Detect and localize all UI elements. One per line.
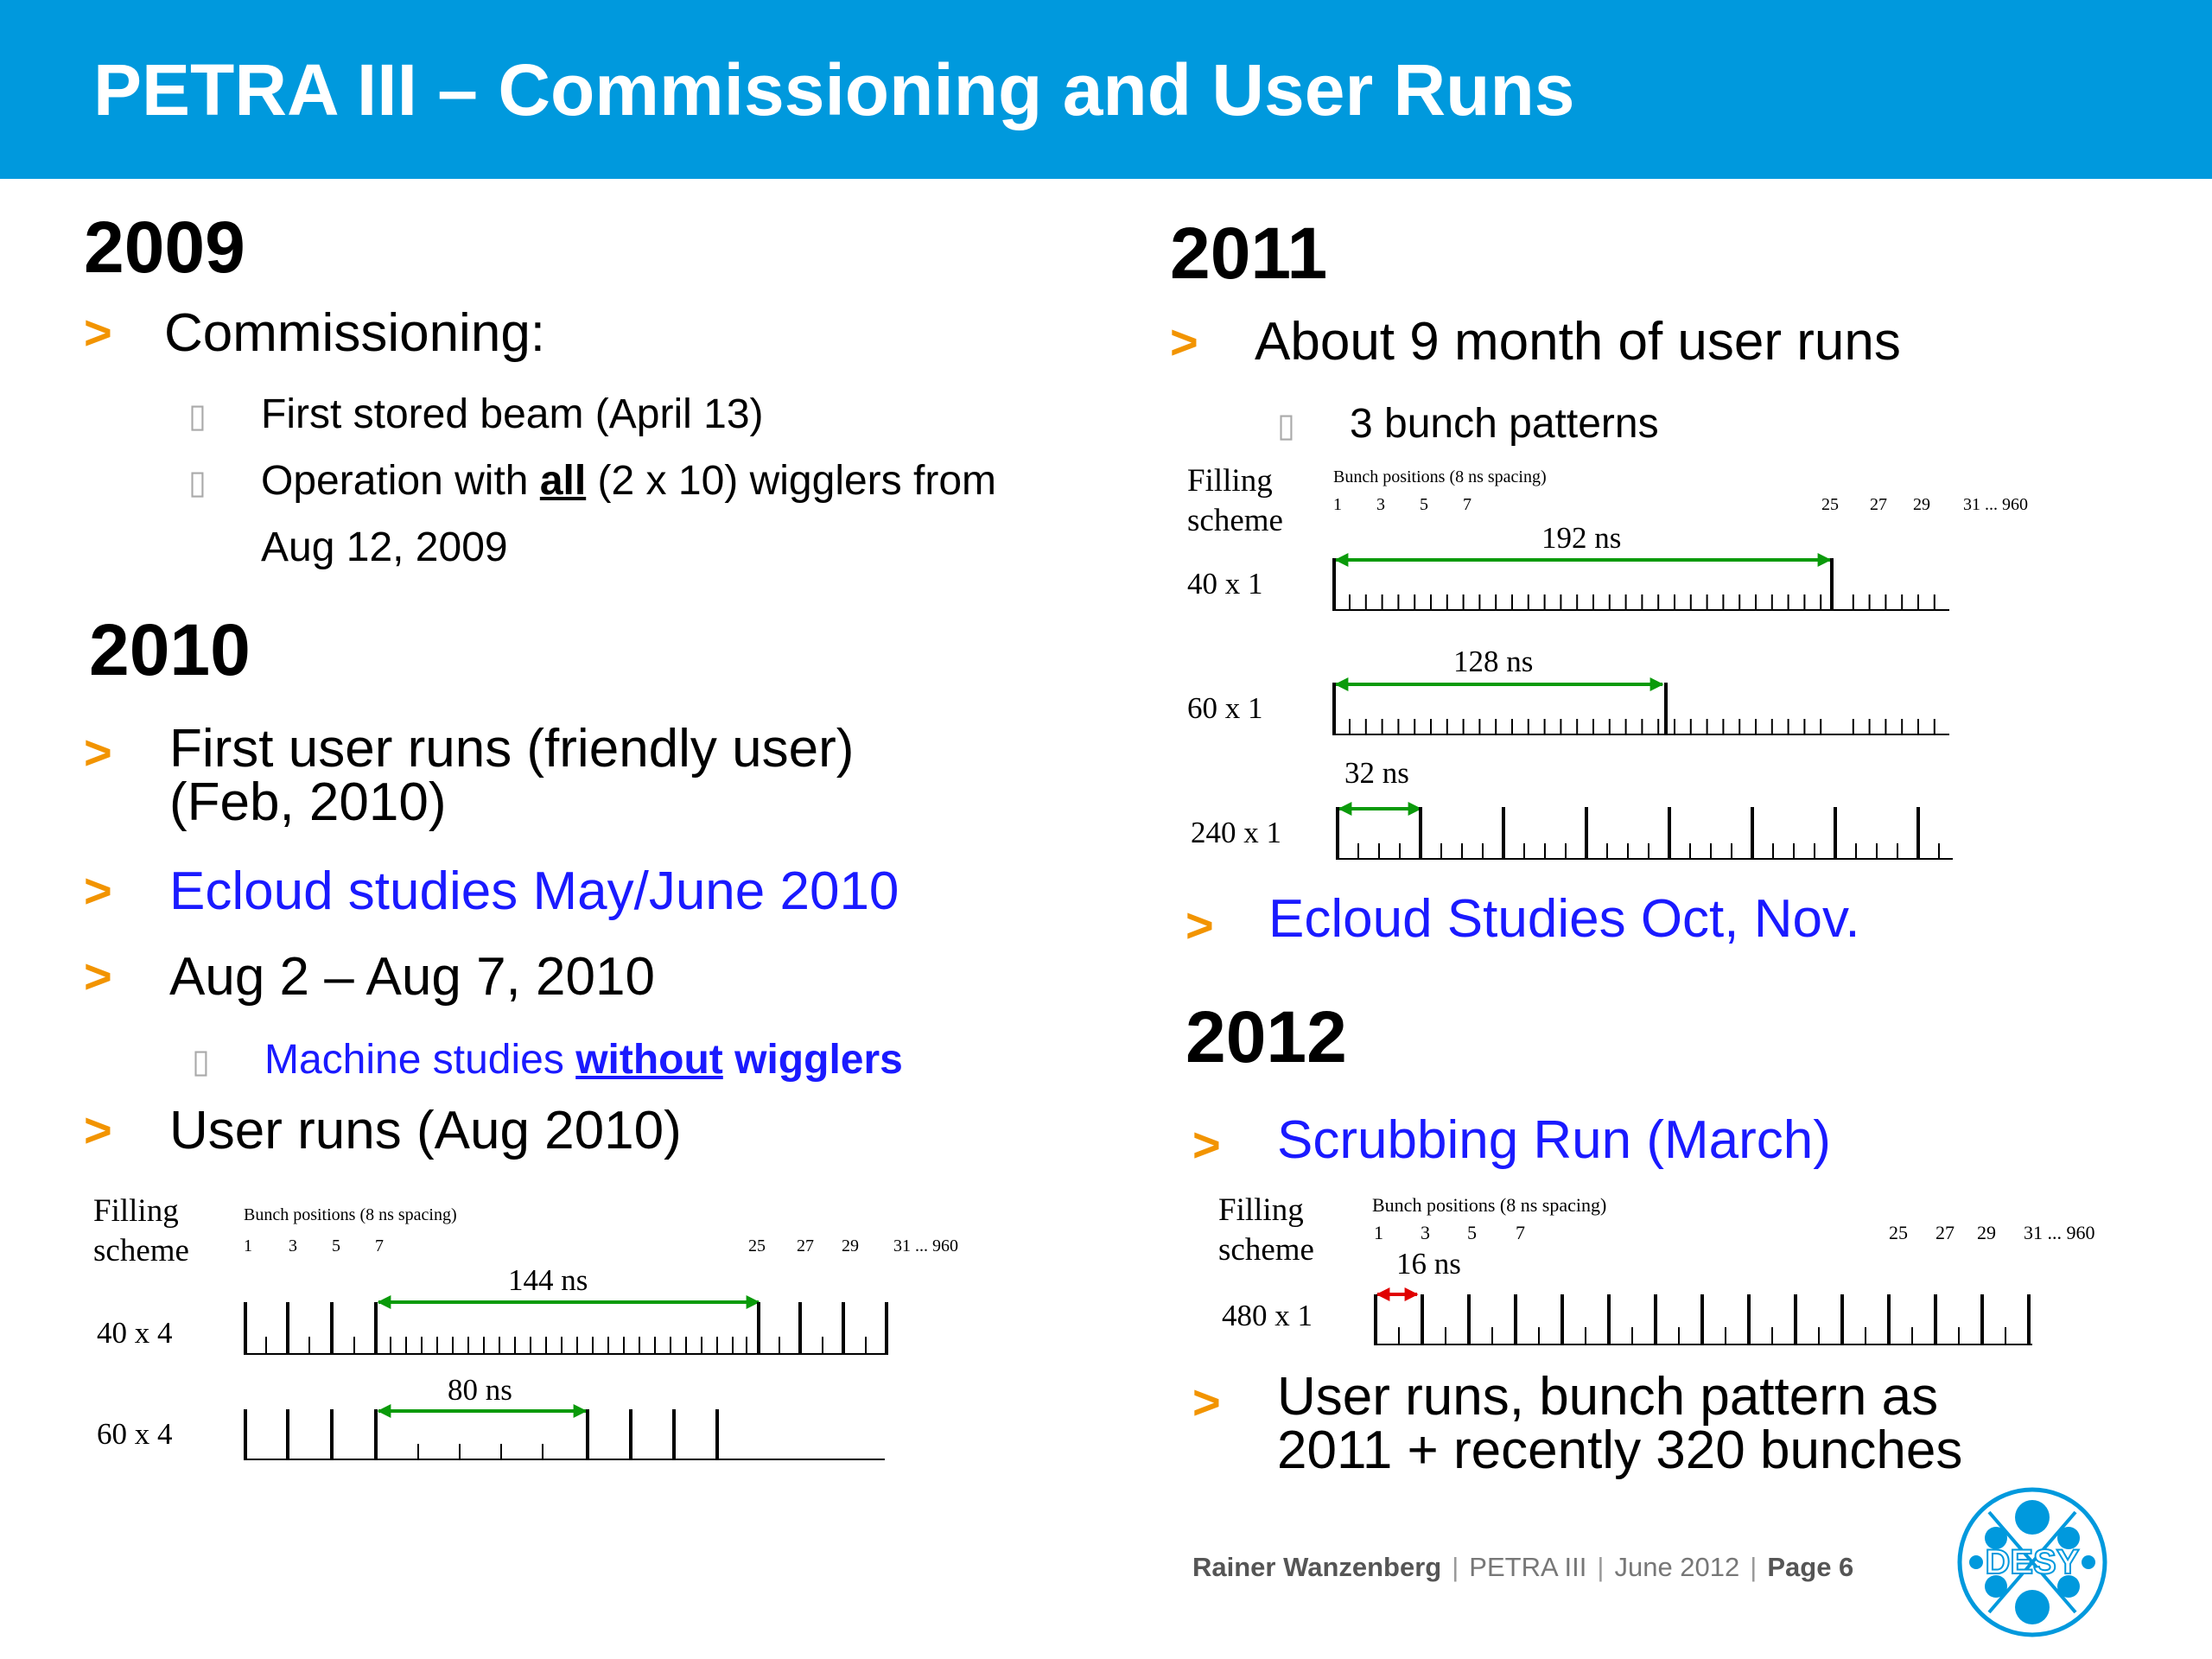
bunch-train-40x1	[1332, 558, 1949, 611]
footer-author: Rainer Wanzenberg	[1192, 1552, 1442, 1582]
first-user-runs-item: First user runs (friendly user) (Feb, 201…	[169, 719, 855, 832]
bullet-marker: >	[84, 1103, 112, 1157]
tick-label: 29	[1977, 1222, 1996, 1243]
user-runs-2012-item: User runs, bunch pattern as 2011 + recent…	[1277, 1367, 1963, 1480]
tick-label: 25	[1889, 1222, 1908, 1243]
tick-label: 5	[332, 1236, 340, 1255]
ecloud-studies-link[interactable]: Ecloud studies May/June 2010	[169, 861, 899, 921]
row-label-240x1: 240 x 1	[1191, 816, 1281, 849]
row-label-60x1: 60 x 1	[1187, 691, 1263, 725]
aug-2010-item: Aug 2 – Aug 7, 2010	[169, 947, 655, 1007]
wigglers-operation-item: Operation with all (2 x 10) wigglers fro…	[261, 458, 996, 504]
bunch-positions-label: Bunch positions (8 ns spacing)	[1333, 467, 1547, 486]
row-label-40x4: 40 x 4	[97, 1316, 173, 1350]
tick-label: 5	[1467, 1222, 1477, 1243]
first-stored-beam-item: First stored beam (April 13)	[261, 391, 764, 437]
square-bullet-icon: ▯	[192, 1044, 210, 1080]
bunch-positions-label: Bunch positions (8 ns spacing)	[244, 1205, 457, 1224]
bullet-marker: >	[84, 863, 112, 918]
year-2011-heading: 2011	[1170, 213, 1328, 294]
footer-date: June 2012	[1614, 1552, 1740, 1582]
desy-logo-text: DESY	[1986, 1543, 2080, 1581]
page-title: PETRA III – Commissioning and User Runs	[93, 49, 1575, 130]
scheme-label: scheme	[1218, 1232, 1314, 1268]
scheme-label: scheme	[1187, 503, 1283, 538]
tick-label: 3	[1376, 495, 1385, 514]
footer-separator: |	[1750, 1552, 1758, 1582]
three-bunch-patterns-item: 3 bunch patterns	[1350, 401, 1659, 447]
square-bullet-icon: ▯	[188, 398, 207, 435]
bunch-train-40x4	[244, 1302, 888, 1355]
footer-project: PETRA III	[1469, 1552, 1587, 1582]
span-label-192ns: 192 ns	[1541, 521, 1621, 555]
desy-logo: DESY	[1957, 1487, 2107, 1637]
bunch-positions-label: Bunch positions (8 ns spacing)	[1372, 1194, 1606, 1216]
square-bullet-icon: ▯	[1277, 408, 1295, 444]
span-label-80ns: 80 ns	[448, 1373, 512, 1407]
row-label-480x1: 480 x 1	[1222, 1299, 1313, 1332]
tick-label: 7	[1516, 1222, 1525, 1243]
ecloud-studies-oct-nov-link[interactable]: Ecloud Studies Oct, Nov.	[1268, 889, 1860, 949]
scheme-label: scheme	[93, 1233, 189, 1268]
bullet-marker: >	[1192, 1375, 1221, 1429]
span-label-16ns: 16 ns	[1396, 1247, 1461, 1281]
row-label-60x4: 60 x 4	[97, 1417, 173, 1451]
tick-label: 7	[375, 1236, 384, 1255]
filling-label: Filling	[93, 1193, 179, 1229]
machine-studies-link[interactable]: Machine studies without wigglers	[264, 1037, 903, 1083]
bullet-marker: >	[1185, 898, 1214, 952]
year-2009-heading: 2009	[84, 207, 245, 288]
tick-label: 29	[842, 1236, 859, 1255]
tick-label: 3	[1421, 1222, 1430, 1243]
tick-label: 31 ... 960	[893, 1236, 958, 1255]
bullet-marker: >	[1192, 1117, 1221, 1172]
filling-scheme-2012-diagram: Filling scheme Bunch positions (8 ns spa…	[1218, 1192, 2095, 1345]
commissioning-item: Commissioning:	[164, 303, 546, 363]
span-label-144ns: 144 ns	[508, 1263, 588, 1297]
square-bullet-icon: ▯	[188, 465, 207, 501]
tick-label: 1	[244, 1236, 252, 1255]
row-label-40x1: 40 x 1	[1187, 567, 1263, 601]
wigglers-operation-date: Aug 12, 2009	[261, 524, 508, 570]
tick-label: 1	[1374, 1222, 1383, 1243]
tick-label: 1	[1333, 495, 1342, 514]
footer-separator: |	[1452, 1552, 1459, 1582]
bunch-train-480x1	[1374, 1294, 2032, 1345]
tick-label: 29	[1913, 495, 1930, 514]
tick-label: 27	[1936, 1222, 1955, 1243]
tick-label: 25	[748, 1236, 766, 1255]
span-label-128ns: 128 ns	[1453, 645, 1533, 678]
footer-page: Page 6	[1767, 1552, 1854, 1582]
tick-label: 27	[1870, 495, 1887, 514]
filling-label: Filling	[1187, 463, 1273, 499]
bullet-marker: >	[84, 949, 112, 1003]
bunch-train-60x1	[1332, 683, 1949, 735]
span-label-32ns: 32 ns	[1344, 756, 1409, 790]
bunch-train-240x1	[1336, 807, 1953, 860]
filling-label: Filling	[1218, 1192, 1304, 1228]
tick-label: 31 ... 960	[2024, 1222, 2095, 1243]
filling-scheme-2011-diagram: Filling scheme Bunch positions (8 ns spa…	[1187, 463, 2028, 860]
tick-label: 7	[1463, 495, 1471, 514]
bullet-marker: >	[1170, 315, 1198, 369]
year-2010-heading: 2010	[89, 609, 251, 690]
tick-label: 31 ... 960	[1963, 495, 2028, 514]
tick-label: 27	[797, 1236, 814, 1255]
bullet-marker: >	[84, 725, 112, 779]
scrubbing-run-link[interactable]: Scrubbing Run (March)	[1277, 1110, 1831, 1170]
tick-label: 25	[1821, 495, 1839, 514]
year-2012-heading: 2012	[1185, 996, 1347, 1077]
bullet-marker: >	[84, 305, 112, 359]
footer-separator: |	[1597, 1552, 1605, 1582]
tick-label: 3	[289, 1236, 297, 1255]
nine-month-user-runs-item: About 9 month of user runs	[1255, 312, 1901, 372]
filling-scheme-2010-diagram: Filling scheme Bunch positions (8 ns spa…	[93, 1193, 958, 1460]
title-bar: PETRA III – Commissioning and User Runs	[0, 0, 2212, 179]
user-runs-aug-2010-item: User runs (Aug 2010)	[169, 1101, 682, 1160]
tick-label: 5	[1420, 495, 1428, 514]
bunch-train-60x4	[244, 1409, 885, 1460]
footer: Rainer Wanzenberg | PETRA III | June 2012 | Pa…	[1192, 1552, 1853, 1583]
